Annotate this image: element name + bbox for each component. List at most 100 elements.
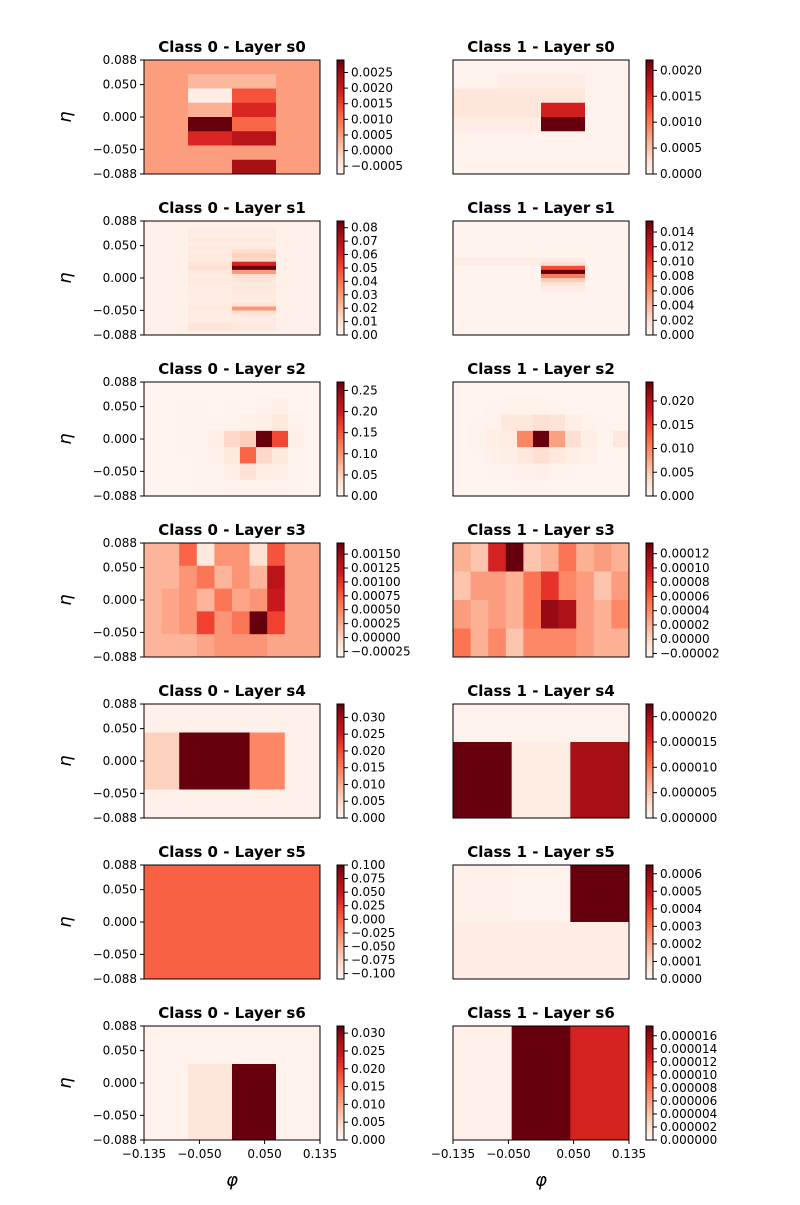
- heatmap-cell: [232, 310, 277, 316]
- colorbar-segment: [337, 60, 344, 64]
- colorbar-segment: [337, 741, 344, 745]
- heatmap-cell: [517, 463, 534, 481]
- colorbar-tick-label: 0.000005: [660, 786, 717, 800]
- heatmap-cell: [144, 704, 180, 733]
- colorbar-tick-label: 0.012: [660, 240, 694, 254]
- heatmap-cell: [585, 88, 630, 104]
- colorbar-segment: [337, 775, 344, 779]
- heatmap-cell: [144, 253, 189, 259]
- heatmap-cell: [585, 117, 630, 132]
- heatmap-cell: [541, 571, 559, 601]
- heatmap-cell: [470, 628, 489, 658]
- colorbar-segment: [337, 755, 344, 759]
- heatmap-cell: [272, 398, 289, 415]
- heatmap-cell: [497, 286, 542, 291]
- colorbar-segment: [646, 255, 653, 259]
- colorbar-segment: [646, 240, 653, 245]
- heatmap-cell: [541, 265, 586, 271]
- colorbar-segment: [646, 77, 653, 81]
- colorbar-segment: [337, 82, 344, 87]
- colorbar-segment: [646, 642, 653, 646]
- colorbar-segment: [646, 433, 653, 437]
- colorbar-tick-label: −0.0005: [351, 159, 403, 173]
- colorbar-segment: [337, 939, 344, 943]
- heatmap-cell: [541, 225, 586, 230]
- colorbar-segment: [646, 729, 653, 733]
- heatmap-cell: [249, 611, 268, 635]
- heatmap-cell: [549, 447, 566, 464]
- colorbar-segment: [646, 134, 653, 138]
- heatmap-cell: [541, 298, 586, 303]
- colorbar-segment: [337, 809, 344, 813]
- colorbar-segment: [337, 88, 344, 92]
- heatmap-cell: [144, 588, 162, 612]
- heatmap-cell: [284, 704, 321, 733]
- heatmap-cell: [541, 543, 559, 572]
- heatmap-cell: [497, 306, 542, 311]
- heatmap-cell: [565, 447, 582, 464]
- colorbar-segment: [646, 332, 653, 336]
- colorbar-segment: [646, 648, 653, 652]
- colorbar-segment: [646, 743, 653, 748]
- colorbar-segment: [646, 1071, 653, 1075]
- colorbar-segment: [646, 706, 653, 711]
- colorbar-segment: [646, 899, 653, 903]
- heatmap-cell: [284, 761, 321, 790]
- heatmap-cell: [453, 253, 498, 259]
- heatmap-cell: [453, 306, 498, 311]
- heatmap-cell: [453, 318, 498, 324]
- heatmap-cell: [188, 245, 233, 250]
- colorbar-segment: [646, 545, 653, 550]
- heatmap-cell: [224, 447, 241, 464]
- colorbar-segment: [337, 551, 344, 555]
- colorbar-segment: [646, 611, 653, 615]
- heatmap-cell: [144, 290, 189, 295]
- colorbar-segment: [646, 1134, 653, 1138]
- colorbar-segment: [646, 560, 653, 564]
- heatmap-cell: [144, 257, 189, 263]
- colorbar-segment: [337, 1034, 344, 1038]
- colorbar-tick-label: 0.0000: [660, 972, 702, 986]
- heatmap-cell: [160, 463, 177, 481]
- colorbar-segment: [646, 478, 653, 483]
- colorbar-tick-label: 0.0015: [660, 89, 702, 103]
- colorbar-segment: [337, 490, 344, 494]
- colorbar-segment: [337, 772, 344, 776]
- heatmap-cell: [517, 398, 534, 415]
- heatmap-cell: [453, 233, 498, 238]
- heatmap-cell: [144, 322, 189, 328]
- colorbar-tick-label: 0.0005: [660, 141, 702, 155]
- colorbar-tick-label: 0.0006: [660, 867, 702, 881]
- colorbar-tick-label: 0.15: [351, 426, 378, 440]
- colorbar-tick-label: 0.03: [351, 288, 378, 302]
- colorbar-segment: [646, 571, 653, 575]
- colorbar-segment: [337, 778, 344, 782]
- heatmap-cell: [585, 74, 630, 89]
- heatmap-cell: [214, 761, 250, 790]
- heatmap-cell: [541, 245, 586, 250]
- y-tick-label: −0.050: [93, 464, 137, 478]
- heatmap-cell: [188, 261, 233, 267]
- heatmap-cell: [453, 414, 470, 432]
- colorbar-segment: [646, 749, 653, 753]
- heatmap-cell: [453, 479, 470, 497]
- heatmap-cell: [179, 543, 198, 567]
- y-axis-label: η: [55, 594, 76, 605]
- colorbar-segment: [337, 105, 344, 109]
- heatmap-cell: [276, 257, 321, 263]
- heatmap-cell: [240, 414, 257, 432]
- colorbar-segment: [646, 594, 653, 598]
- heatmap-cell: [276, 225, 321, 230]
- heatmap-cell: [453, 330, 498, 336]
- colorbar-segment: [337, 79, 344, 84]
- heatmap-cell: [304, 382, 321, 399]
- heatmap-cell: [284, 543, 303, 567]
- heatmap-cell: [188, 241, 233, 246]
- colorbar-segment: [337, 436, 344, 440]
- heatmap-cell: [272, 479, 289, 497]
- colorbar-segment: [337, 255, 344, 259]
- colorbar-tick-label: 0.0002: [660, 937, 702, 951]
- colorbar-segment: [646, 309, 653, 313]
- heatmap-cell: [188, 330, 233, 336]
- colorbar-tick-label: 0.07: [351, 234, 378, 248]
